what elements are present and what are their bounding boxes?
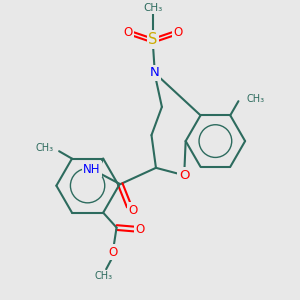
Text: CH₃: CH₃ — [35, 142, 53, 153]
Text: N: N — [150, 66, 159, 79]
Text: O: O — [128, 203, 137, 217]
Text: S: S — [148, 32, 158, 47]
Text: CH₃: CH₃ — [94, 271, 112, 281]
Text: O: O — [174, 26, 183, 39]
Text: O: O — [123, 26, 132, 39]
Text: CH₃: CH₃ — [143, 3, 163, 13]
Text: O: O — [135, 223, 144, 236]
Text: CH₃: CH₃ — [247, 94, 265, 104]
Text: O: O — [108, 246, 118, 259]
Text: NH: NH — [83, 163, 101, 176]
Text: O: O — [179, 169, 189, 182]
